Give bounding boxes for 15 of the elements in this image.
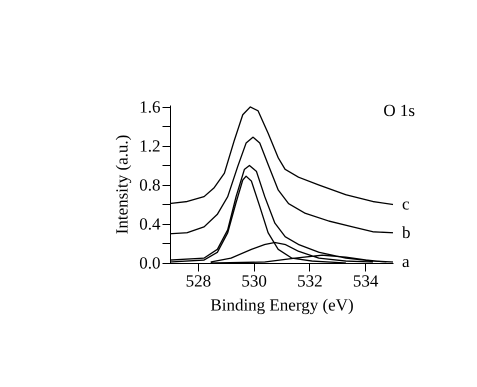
series-label: a	[402, 252, 410, 272]
y-tick-label: 0.0	[139, 254, 160, 272]
annotation: O 1s	[383, 101, 415, 120]
series-label: b	[402, 222, 410, 242]
x-tick-label: 530	[241, 272, 267, 290]
x-tick-label: 534	[352, 272, 379, 290]
y-tick-label: 1.6	[139, 97, 160, 116]
x-tick-label: 532	[297, 272, 323, 290]
x-axis-title: Binding Energy (eV)	[210, 296, 354, 314]
y-tick-label: 1.2	[139, 136, 160, 156]
y-axis-title: Intensity (a.u.)	[112, 134, 132, 234]
series-label: c	[402, 194, 410, 214]
y-tick-label: 0.8	[139, 175, 160, 194]
y-tick-label: 0.4	[139, 214, 161, 234]
x-tick-label: 528	[186, 272, 212, 290]
